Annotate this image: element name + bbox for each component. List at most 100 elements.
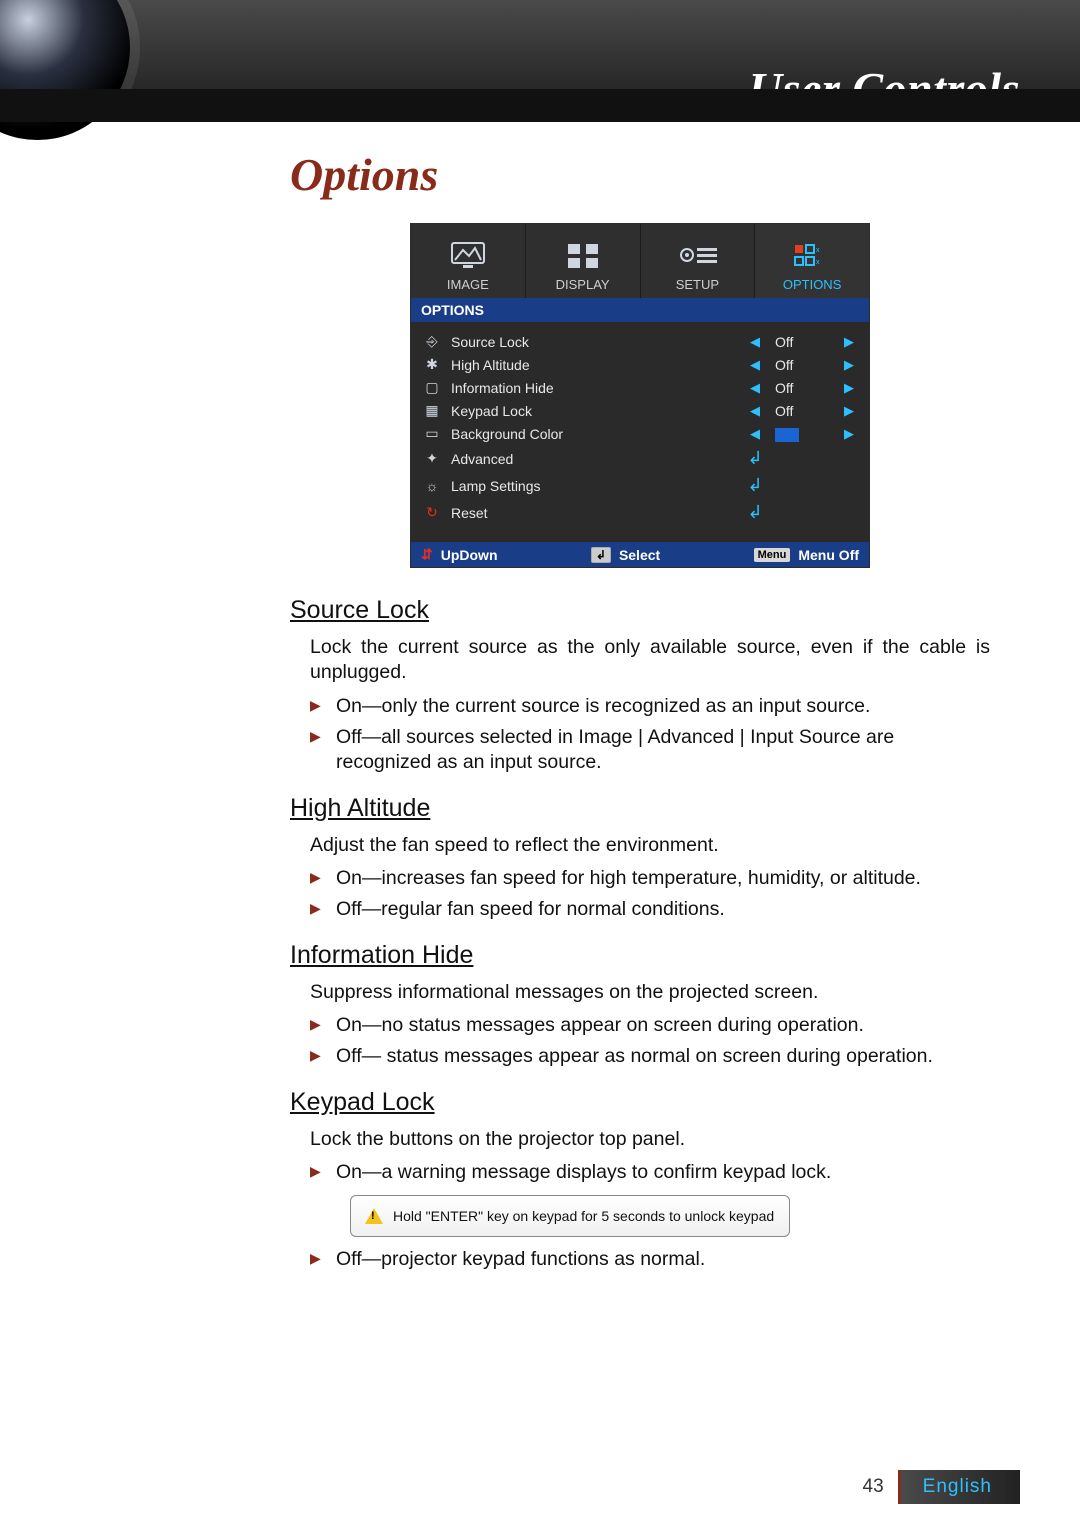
- menu-key-icon: Menu: [754, 548, 791, 562]
- section-intro: Adjust the fan speed to reflect the envi…: [310, 833, 990, 858]
- osd-row-lamp[interactable]: ☼ Lamp Settings ↲: [421, 472, 859, 499]
- bullet-list: On—only the current source is recognized…: [310, 694, 990, 776]
- row-value: [775, 425, 839, 441]
- page-body: Options IMAGE DISPLAY SETUP: [290, 148, 990, 1279]
- row-value: Off: [775, 403, 839, 419]
- list-item: On—a warning message displays to confirm…: [310, 1160, 990, 1185]
- bullet-list: On—no status messages appear on screen d…: [310, 1013, 990, 1070]
- page-number: 43: [863, 1476, 884, 1498]
- left-arrow-icon[interactable]: ◀: [735, 426, 775, 442]
- reset-icon: ↻: [421, 504, 443, 521]
- updown-icon: ⇵: [421, 546, 433, 563]
- osd-footer: ⇵ UpDown ↲ Select Menu Menu Off: [411, 542, 869, 567]
- tab-label: SETUP: [676, 277, 719, 292]
- row-label: Background Color: [451, 426, 735, 442]
- right-arrow-icon[interactable]: ▶: [839, 426, 859, 442]
- tab-image[interactable]: IMAGE: [411, 224, 526, 298]
- section-heading-info-hide: Information Hide: [290, 941, 990, 970]
- enter-icon[interactable]: ↲: [735, 448, 775, 469]
- row-label: High Altitude: [451, 357, 735, 373]
- enter-icon[interactable]: ↲: [735, 475, 775, 496]
- osd-row-reset[interactable]: ↻ Reset ↲: [421, 499, 859, 526]
- keypad-lock-icon: ▦: [421, 402, 443, 419]
- row-label: Keypad Lock: [451, 403, 735, 419]
- setup-icon: [677, 237, 717, 273]
- svg-text:x: x: [816, 259, 820, 266]
- bullet-list: Off—projector keypad functions as normal…: [310, 1247, 990, 1272]
- list-item: On—no status messages appear on screen d…: [310, 1013, 990, 1038]
- enter-icon[interactable]: ↲: [735, 502, 775, 523]
- right-arrow-icon[interactable]: ▶: [839, 380, 859, 396]
- tab-label: DISPLAY: [556, 277, 610, 292]
- display-icon: [563, 237, 603, 273]
- section-heading-high-altitude: High Altitude: [290, 794, 990, 823]
- source-lock-icon: ⎆: [421, 333, 443, 350]
- footer-select: Select: [619, 547, 660, 563]
- osd-row-bg-color[interactable]: ▭ Background Color ◀ ▶: [421, 422, 859, 445]
- advanced-icon: ✦: [421, 450, 443, 467]
- bullet-list: On—a warning message displays to confirm…: [310, 1160, 990, 1185]
- tab-setup[interactable]: SETUP: [641, 224, 756, 298]
- osd-row-source-lock[interactable]: ⎆ Source Lock ◀ Off ▶: [421, 330, 859, 353]
- section-heading-source-lock: Source Lock: [290, 596, 990, 625]
- list-item: On—increases fan speed for high temperat…: [310, 866, 990, 891]
- bullet-list: On—increases fan speed for high temperat…: [310, 866, 990, 923]
- list-item: Off— status messages appear as normal on…: [310, 1044, 990, 1069]
- list-item: Off—regular fan speed for normal conditi…: [310, 897, 990, 922]
- section-intro: Suppress informational messages on the p…: [310, 980, 990, 1005]
- osd-row-high-altitude[interactable]: ✱ High Altitude ◀ Off ▶: [421, 353, 859, 376]
- tab-options[interactable]: x x OPTIONS: [755, 224, 869, 298]
- osd-panel: IMAGE DISPLAY SETUP x x: [410, 223, 870, 568]
- section-intro: Lock the buttons on the projector top pa…: [310, 1127, 990, 1152]
- header-title: User Controls: [749, 62, 1020, 117]
- osd-section-label: OPTIONS: [411, 298, 869, 322]
- list-item: On—only the current source is recognized…: [310, 694, 990, 719]
- osd-row-advanced[interactable]: ✦ Advanced ↲: [421, 445, 859, 472]
- row-label: Information Hide: [451, 380, 735, 396]
- row-label: Lamp Settings: [451, 478, 735, 494]
- left-arrow-icon[interactable]: ◀: [735, 334, 775, 350]
- svg-text:x: x: [816, 247, 820, 254]
- right-arrow-icon[interactable]: ▶: [839, 403, 859, 419]
- osd-row-info-hide[interactable]: ▢ Information Hide ◀ Off ▶: [421, 376, 859, 399]
- osd-row-keypad-lock[interactable]: ▦ Keypad Lock ◀ Off ▶: [421, 399, 859, 422]
- page-footer: 43 English: [863, 1470, 1020, 1504]
- section-intro: Lock the current source as the only avai…: [310, 635, 990, 686]
- options-icon: x x: [792, 237, 832, 273]
- note-text: Hold "ENTER" key on keypad for 5 seconds…: [393, 1208, 774, 1224]
- row-value: Off: [775, 380, 839, 396]
- list-item: Off—all sources selected in Image | Adva…: [310, 725, 990, 776]
- language-tab: English: [898, 1470, 1020, 1504]
- tab-display[interactable]: DISPLAY: [526, 224, 641, 298]
- row-value: Off: [775, 334, 839, 350]
- right-arrow-icon[interactable]: ▶: [839, 357, 859, 373]
- tab-label: OPTIONS: [783, 277, 842, 292]
- color-swatch: [775, 428, 799, 442]
- footer-updown: UpDown: [441, 547, 498, 563]
- list-item: Off—projector keypad functions as normal…: [310, 1247, 990, 1272]
- row-label: Advanced: [451, 451, 735, 467]
- row-label: Reset: [451, 505, 735, 521]
- section-heading-keypad-lock: Keypad Lock: [290, 1088, 990, 1117]
- tab-label: IMAGE: [447, 277, 489, 292]
- row-label: Source Lock: [451, 334, 735, 350]
- footer-menu-off: Menu Off: [798, 547, 859, 563]
- info-hide-icon: ▢: [421, 379, 443, 396]
- lens-decor: [0, 0, 130, 140]
- image-icon: [448, 237, 488, 273]
- right-arrow-icon[interactable]: ▶: [839, 334, 859, 350]
- left-arrow-icon[interactable]: ◀: [735, 403, 775, 419]
- note-box: Hold "ENTER" key on keypad for 5 seconds…: [350, 1195, 790, 1237]
- high-altitude-icon: ✱: [421, 356, 443, 373]
- header-band: User Controls: [0, 0, 1080, 122]
- lamp-icon: ☼: [421, 478, 443, 494]
- warning-icon: [365, 1208, 383, 1224]
- left-arrow-icon[interactable]: ◀: [735, 380, 775, 396]
- page-title: Options: [290, 148, 990, 201]
- row-value: Off: [775, 357, 839, 373]
- enter-key-icon: ↲: [591, 547, 611, 563]
- osd-tabs: IMAGE DISPLAY SETUP x x: [411, 224, 869, 298]
- left-arrow-icon[interactable]: ◀: [735, 357, 775, 373]
- bg-color-icon: ▭: [421, 425, 443, 442]
- osd-rows: ⎆ Source Lock ◀ Off ▶ ✱ High Altitude ◀ …: [411, 322, 869, 542]
